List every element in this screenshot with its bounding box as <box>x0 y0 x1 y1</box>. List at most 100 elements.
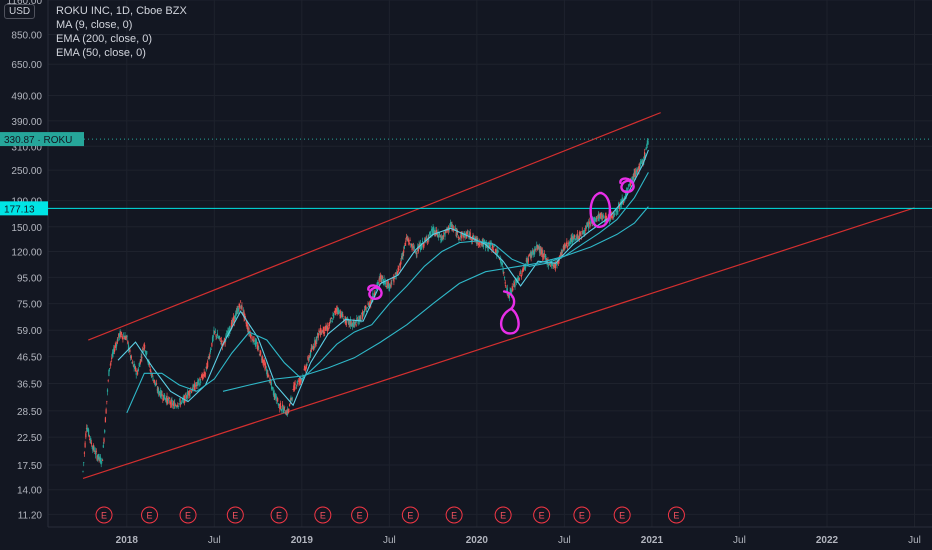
candle-body <box>152 378 154 381</box>
candle-body <box>286 409 289 415</box>
annotations[interactable] <box>367 177 635 335</box>
candle-body <box>209 349 212 353</box>
earnings-marker <box>445 506 463 524</box>
candle-body <box>247 329 249 332</box>
candle-body <box>386 282 389 288</box>
candle-body <box>318 330 320 333</box>
candle-body <box>377 282 380 284</box>
candle-body <box>357 321 359 325</box>
candle-body <box>480 242 483 245</box>
candle-body <box>504 282 506 284</box>
candle-body <box>265 365 267 368</box>
symbol-title[interactable]: ROKU INC, 1D, Cboe BZX <box>56 5 187 17</box>
candle-body <box>340 312 342 316</box>
candle-body <box>234 315 236 320</box>
candle-body <box>322 329 324 333</box>
candle-body <box>566 245 569 248</box>
candle-body <box>297 383 299 385</box>
candle-body <box>454 227 457 230</box>
candle-body <box>572 237 574 240</box>
candle-body <box>288 408 290 411</box>
candle-body <box>215 334 217 337</box>
candle-body <box>272 387 274 389</box>
candle-body <box>587 224 589 226</box>
candle-body <box>110 361 112 363</box>
candle-body <box>539 247 541 254</box>
candle-body <box>421 245 423 249</box>
candle-body <box>647 140 649 145</box>
candle-body <box>303 368 305 371</box>
candle-body <box>520 274 522 278</box>
currency-label[interactable]: USD <box>4 4 36 19</box>
candle-body <box>354 322 356 325</box>
candle-body <box>300 377 302 381</box>
candle-body <box>532 252 534 254</box>
candle-body <box>87 430 89 432</box>
candle-body <box>574 238 576 240</box>
candle-body <box>217 337 219 339</box>
channel-line-upper <box>88 112 661 341</box>
candle-body <box>370 299 372 305</box>
candle-body <box>242 310 244 315</box>
candle-body <box>98 457 100 459</box>
earnings-marker <box>95 506 113 524</box>
y-tick-label: 650.00 <box>11 60 42 71</box>
candle-body <box>134 365 136 369</box>
x-tick-label: Jul <box>383 535 396 546</box>
candle-body <box>496 253 498 256</box>
candle-body <box>306 364 308 366</box>
candle-body <box>258 354 261 356</box>
y-tick-label: 75.00 <box>17 300 42 311</box>
candle-body <box>326 326 328 332</box>
y-tick-label: 36.50 <box>17 379 42 390</box>
indicator-ema200[interactable]: EMA (200, close, 0) <box>56 33 152 45</box>
candle-body <box>494 249 497 253</box>
indicator-ma9[interactable]: MA (9, close, 0) <box>56 19 133 31</box>
candle-body <box>283 407 285 413</box>
candle-body <box>204 373 207 375</box>
candle-body <box>449 223 451 229</box>
candle-body <box>626 190 628 191</box>
candle-body <box>544 255 546 257</box>
candle-body <box>132 364 135 367</box>
candle-body <box>541 250 543 255</box>
candle-body <box>589 224 591 228</box>
candle-body <box>280 409 282 411</box>
candle-body <box>638 166 640 172</box>
candle-body <box>568 245 570 247</box>
candle-body <box>373 293 375 296</box>
candle-body <box>534 249 536 255</box>
candle-body <box>285 413 287 416</box>
candle-body <box>204 373 206 377</box>
candle-body <box>332 314 334 316</box>
candle-body <box>631 177 633 181</box>
x-axis[interactable]: 2018 Jul 2019 Jul 2020 Jul 2021 Jul 2022 Jul <box>48 526 932 546</box>
candle-body <box>536 244 538 248</box>
candle-body <box>281 404 284 407</box>
trend-channel[interactable] <box>82 112 915 479</box>
earnings-marker-label: E <box>101 511 107 521</box>
indicator-ema50[interactable]: EMA (50, close, 0) <box>56 47 146 59</box>
candle-body <box>309 354 311 357</box>
candle-body <box>210 348 212 350</box>
candle-body <box>195 385 198 387</box>
candle-body <box>237 308 239 314</box>
candle-body <box>341 313 343 318</box>
candle-body <box>117 338 119 342</box>
candle-body <box>422 243 424 247</box>
candle-body <box>453 228 455 230</box>
candle-body <box>632 178 634 183</box>
candle-body <box>597 215 599 217</box>
candle-body <box>531 252 533 255</box>
annotation-loop <box>619 177 635 194</box>
candle-body <box>566 241 568 246</box>
candle-body <box>333 311 335 313</box>
candle-body <box>536 245 539 250</box>
y-tick-label: 250.00 <box>11 166 42 177</box>
candle-body <box>521 270 523 275</box>
candle-body <box>641 160 643 164</box>
candle-body <box>85 427 88 429</box>
candle-body <box>95 451 97 452</box>
